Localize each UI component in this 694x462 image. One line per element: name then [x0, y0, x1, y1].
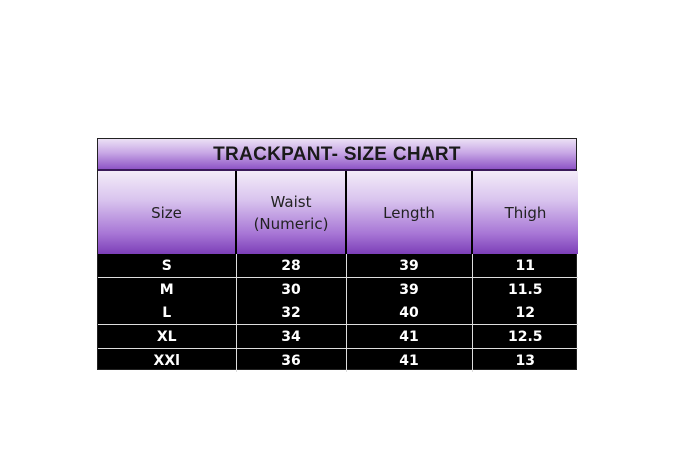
table-row: XXl 36 41 13	[98, 348, 578, 372]
cell-waist: 32	[235, 301, 346, 325]
header-waist: Waist (Numeric)	[235, 171, 346, 254]
table-row: L 32 40 12	[98, 301, 578, 325]
header-length-label: Length	[383, 203, 435, 222]
header-waist-line2: (Numeric)	[253, 214, 329, 233]
cell-length: 39	[345, 277, 472, 301]
cell-size: S	[161, 257, 172, 274]
size-table: Size Waist (Numeric) Length Thigh S 28 39…	[98, 171, 578, 372]
cell-waist: 34	[235, 324, 346, 349]
cell-waist: 28	[235, 254, 346, 278]
header-row: Size Waist (Numeric) Length Thigh	[98, 171, 578, 254]
cell-waist: 36	[235, 348, 346, 372]
header-size: Size	[98, 171, 236, 254]
cell-length: 41	[345, 324, 472, 349]
table-row: S 28 39 11	[98, 254, 578, 278]
cell-thigh: 11	[471, 254, 578, 278]
cell-length: 39	[345, 254, 472, 278]
cell-size: XXl	[98, 348, 236, 372]
cell-size: L	[162, 304, 172, 321]
cell-waist: 30	[235, 277, 346, 301]
cell-length: 40	[345, 301, 472, 325]
cell-size: XL	[98, 324, 236, 349]
cell-thigh: 12.5	[471, 324, 578, 349]
header-thigh: Thigh	[471, 171, 578, 254]
chart-title: TRACKPANT- SIZE CHART	[98, 139, 576, 171]
header-waist-line1: Waist	[270, 192, 312, 211]
table-row: M 30 39 11.5	[98, 277, 578, 301]
header-length: Length	[345, 171, 472, 254]
header-thigh-label: Thigh	[504, 203, 547, 222]
cell-size: M	[98, 277, 236, 301]
cell-thigh: 13	[471, 348, 578, 372]
size-chart: TRACKPANT- SIZE CHART Size Waist (Numeric…	[97, 138, 578, 372]
table-row: XL 34 41 12.5	[98, 324, 578, 349]
header-size-label: Size	[151, 203, 182, 222]
cell-length: 41	[345, 348, 472, 372]
cell-thigh: 11.5	[471, 277, 578, 301]
cell-thigh: 12	[471, 301, 578, 325]
